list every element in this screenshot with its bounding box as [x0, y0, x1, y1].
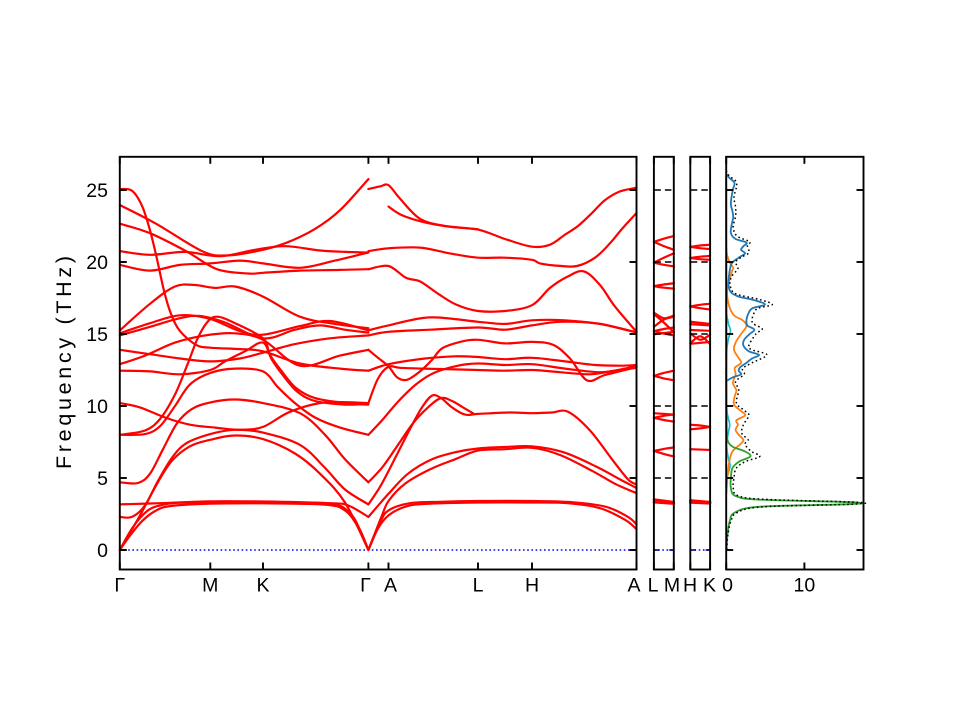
svg-text:A: A: [384, 575, 397, 597]
svg-text:25: 25: [86, 180, 108, 202]
svg-text:Γ: Γ: [114, 575, 125, 597]
svg-text:H: H: [525, 575, 539, 597]
svg-text:Γ: Γ: [360, 575, 371, 597]
svg-text:K: K: [703, 575, 716, 597]
svg-text:H: H: [683, 575, 697, 597]
svg-text:10: 10: [86, 396, 108, 418]
svg-text:M: M: [202, 575, 218, 597]
svg-text:A: A: [627, 575, 640, 597]
svg-text:0: 0: [97, 540, 108, 562]
svg-text:Frequency (THz): Frequency (THz): [52, 256, 76, 469]
svg-text:M: M: [664, 575, 680, 597]
svg-text:0: 0: [722, 575, 733, 597]
svg-text:20: 20: [86, 252, 108, 274]
svg-text:K: K: [256, 575, 269, 597]
svg-text:10: 10: [794, 575, 816, 597]
svg-text:15: 15: [86, 324, 108, 346]
svg-text:5: 5: [97, 468, 108, 490]
svg-text:L: L: [473, 575, 484, 597]
svg-text:L: L: [648, 575, 659, 597]
